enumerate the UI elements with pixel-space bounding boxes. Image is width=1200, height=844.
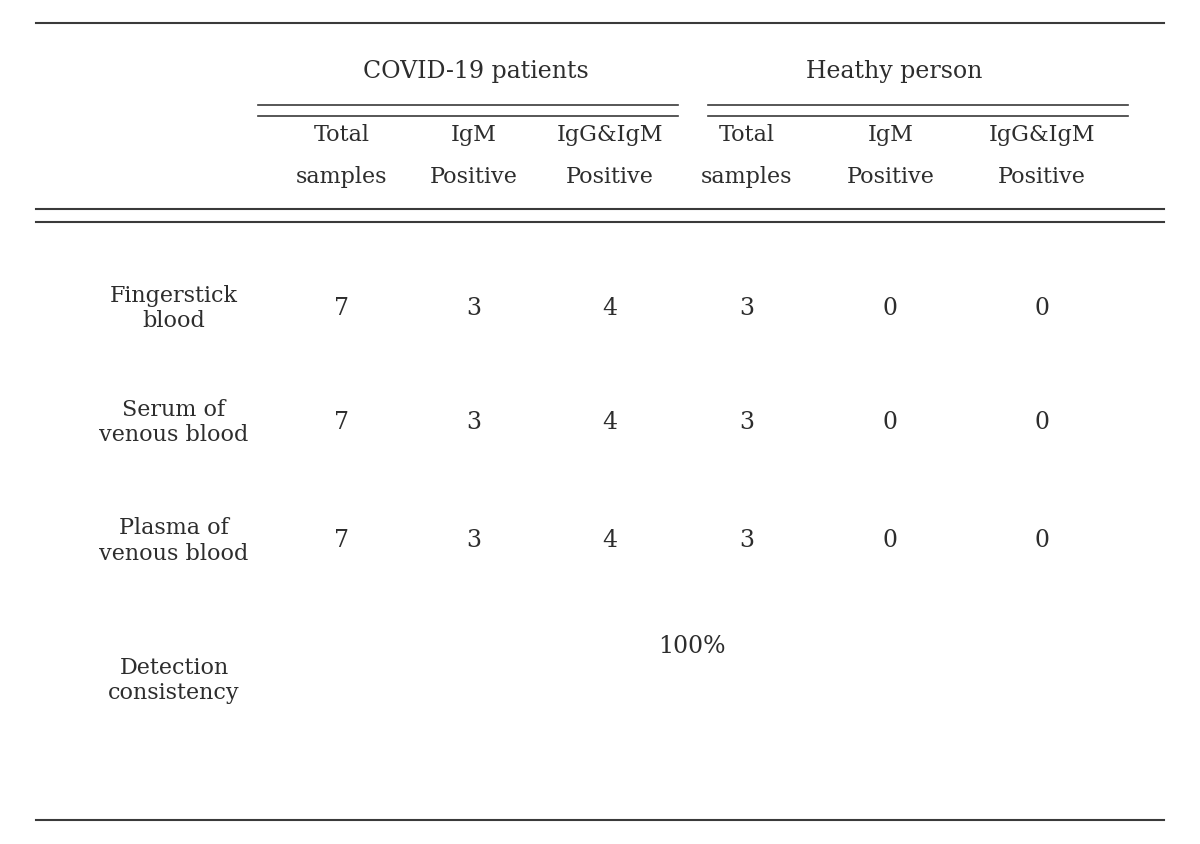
Text: samples: samples	[701, 166, 792, 188]
Text: 0: 0	[883, 528, 898, 552]
Text: IgM: IgM	[451, 124, 497, 146]
Text: 0: 0	[883, 410, 898, 434]
Text: samples: samples	[296, 166, 388, 188]
Text: 4: 4	[602, 410, 617, 434]
Text: Serum of
venous blood: Serum of venous blood	[100, 398, 248, 446]
Text: 7: 7	[335, 296, 349, 320]
Text: Fingerstick
blood: Fingerstick blood	[110, 284, 238, 332]
Text: Positive: Positive	[565, 166, 654, 188]
Text: IgM: IgM	[868, 124, 913, 146]
Text: Total: Total	[314, 124, 370, 146]
Text: Heathy person: Heathy person	[806, 60, 982, 84]
Text: 7: 7	[335, 528, 349, 552]
Text: 3: 3	[739, 528, 754, 552]
Text: 3: 3	[739, 296, 754, 320]
Text: 3: 3	[739, 410, 754, 434]
Text: 0: 0	[1034, 528, 1049, 552]
Text: 100%: 100%	[658, 634, 726, 657]
Text: Plasma of
venous blood: Plasma of venous blood	[100, 517, 248, 564]
Text: 0: 0	[1034, 296, 1049, 320]
Text: Positive: Positive	[430, 166, 518, 188]
Text: 3: 3	[467, 410, 481, 434]
Text: Detection
consistency: Detection consistency	[108, 656, 240, 703]
Text: Positive: Positive	[997, 166, 1086, 188]
Text: Total: Total	[719, 124, 774, 146]
Text: 4: 4	[602, 296, 617, 320]
Text: 0: 0	[1034, 410, 1049, 434]
Text: 7: 7	[335, 410, 349, 434]
Text: COVID-19 patients: COVID-19 patients	[362, 60, 589, 84]
Text: 3: 3	[467, 296, 481, 320]
Text: 3: 3	[467, 528, 481, 552]
Text: 4: 4	[602, 528, 617, 552]
Text: IgG&IgM: IgG&IgM	[989, 124, 1094, 146]
Text: 0: 0	[883, 296, 898, 320]
Text: IgG&IgM: IgG&IgM	[557, 124, 662, 146]
Text: Positive: Positive	[846, 166, 935, 188]
